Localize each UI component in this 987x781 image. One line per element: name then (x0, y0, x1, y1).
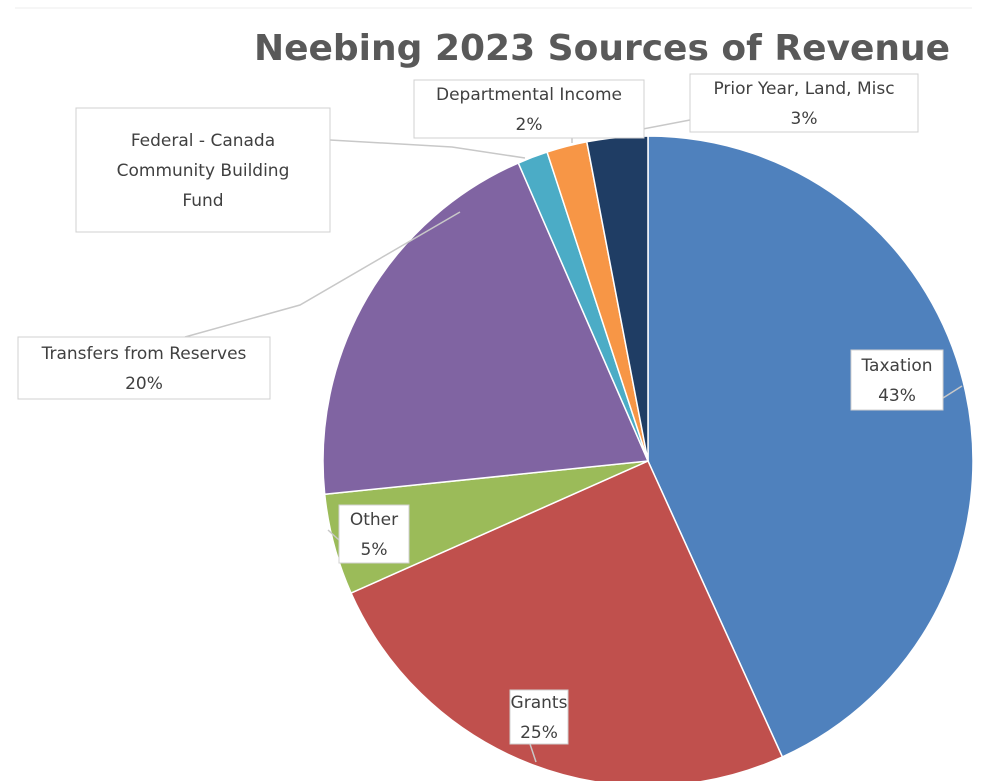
leader-line-grants (529, 743, 537, 763)
label-category: Other (350, 510, 398, 530)
slice-transfers-from-reserves (322, 162, 650, 496)
label-box (509, 689, 569, 745)
label-value: 5% (361, 540, 388, 560)
label-value: 2% (516, 115, 543, 135)
label-box (338, 504, 410, 564)
data-label-federal-canada-community-building-fund: Federal - Canada Community Building Fund (75, 107, 331, 233)
chart-title: Neebing 2023 Sources of Revenue (254, 28, 950, 69)
label-box (850, 349, 944, 411)
data-labels: Taxation 43% Grants 25% Other 5% Transfers fro… (17, 73, 944, 745)
data-label-taxation: Taxation 43% (850, 349, 944, 411)
leader-lines (184, 119, 963, 763)
label-box (689, 73, 919, 133)
label-category: Federal - Canada (131, 131, 275, 151)
data-label-prior-year-land-misc: Prior Year, Land, Misc 3% (689, 73, 919, 133)
label-value: 43% (878, 386, 916, 406)
label-box (17, 336, 271, 400)
label-category: Community Building (117, 161, 290, 181)
slice-grants (350, 460, 784, 781)
label-category: Transfers from Reserves (41, 344, 247, 364)
label-category: Taxation (860, 356, 932, 376)
label-category: Departmental Income (436, 85, 622, 105)
leader-line-other (327, 529, 340, 541)
data-label-departmental-income: Departmental Income 2% (413, 79, 645, 139)
leader-line-taxation (942, 385, 963, 399)
pie-slices (322, 135, 974, 781)
label-category: Grants (511, 693, 568, 713)
slice-taxation (647, 135, 974, 758)
leader-line-transfers-from-reserves (184, 211, 461, 338)
data-label-transfers-from-reserves: Transfers from Reserves 20% (17, 336, 271, 400)
label-category: Prior Year, Land, Misc (713, 79, 894, 99)
label-value: 20% (125, 374, 163, 394)
label-box (413, 79, 645, 139)
label-box (75, 107, 331, 233)
data-label-grants: Grants 25% (509, 689, 569, 745)
data-label-other: Other 5% (338, 504, 410, 564)
leader-line-federal-canada-community-building-fund (329, 139, 526, 159)
label-value: 25% (520, 723, 558, 743)
label-category: Fund (182, 191, 223, 211)
label-value: 3% (791, 109, 818, 129)
